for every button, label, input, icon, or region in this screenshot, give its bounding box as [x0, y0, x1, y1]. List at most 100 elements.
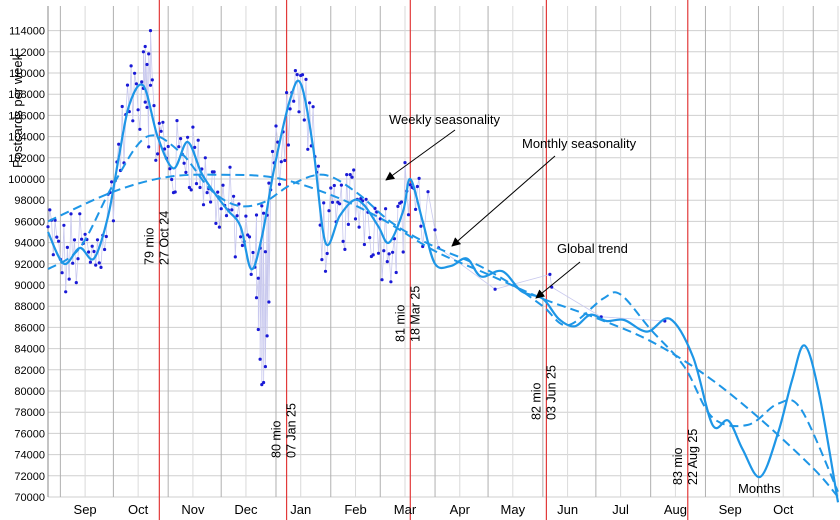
sample-point: [230, 208, 234, 212]
sample-point: [362, 242, 366, 247]
sample-point: [217, 225, 221, 229]
sample-point: [205, 191, 209, 195]
annotation-label: Monthly seasonality: [522, 136, 637, 151]
sample-point: [256, 276, 260, 280]
sample-point: [148, 29, 153, 33]
sample-point: [154, 158, 158, 162]
sample-point: [138, 127, 142, 131]
sample-point: [239, 235, 243, 239]
y-tick-label: 72000: [14, 471, 45, 483]
sample-point: [117, 142, 121, 146]
sample-point: [267, 181, 271, 185]
sample-point: [279, 160, 283, 164]
sample-point: [198, 185, 202, 190]
sample-point: [274, 124, 278, 128]
month-label: Sep: [719, 502, 742, 517]
sample-point: [286, 143, 290, 147]
sample-point: [166, 144, 170, 149]
annotation-arrow: [535, 261, 581, 299]
sample-point: [76, 257, 80, 261]
sample-point: [60, 271, 64, 275]
milestone-count-label: 79 mio: [142, 227, 156, 265]
sample-point: [332, 183, 336, 188]
y-tick-label: 114000: [9, 26, 45, 38]
sample-point: [125, 83, 130, 87]
sample-point: [150, 78, 154, 82]
sample-point: [323, 269, 328, 273]
sample-point: [339, 183, 343, 187]
fitted-curves: [47, 79, 840, 503]
sample-point: [145, 105, 149, 109]
sample-point: [74, 281, 78, 285]
sample-point: [111, 219, 115, 223]
sample-point: [352, 168, 356, 172]
milestone-date-label: 18 Mar 25: [408, 286, 422, 342]
sample-point: [548, 272, 552, 276]
y-tick-label: 84000: [14, 344, 45, 356]
month-label: Aug: [664, 502, 687, 517]
grid: [47, 6, 839, 498]
sample-point: [320, 258, 324, 262]
milestone-count-label: 82 mio: [529, 382, 543, 420]
month-label: Oct: [773, 502, 794, 517]
sample-point: [71, 261, 75, 265]
milestone-date-label: 07 Jan 25: [285, 403, 299, 458]
y-tick-label: 70000: [14, 492, 45, 504]
sample-point: [293, 69, 297, 73]
sample-point: [173, 190, 177, 194]
sample-point: [189, 188, 193, 192]
sample-point: [147, 145, 151, 149]
series-trend-curve: [47, 173, 839, 498]
sample-point: [260, 204, 264, 208]
y-tick-labels: 70000 72000 74000 76000 78000 80000 82000 84000…: [8, 26, 45, 504]
sample-point: [359, 197, 363, 201]
sample-point: [140, 80, 144, 84]
sample-point: [256, 327, 260, 332]
y-axis-label: Postcards per week: [10, 53, 25, 168]
sample-point: [260, 383, 264, 387]
sample-point: [129, 64, 133, 68]
milestone-count-label: 80 mio: [270, 420, 284, 458]
y-tick-label: 78000: [14, 407, 45, 419]
milestone-date-label: 22 Aug 25: [686, 429, 700, 485]
sample-point: [288, 107, 292, 111]
sample-point: [419, 224, 423, 228]
sample-point: [51, 253, 55, 257]
sample-point: [175, 119, 179, 123]
sample-point: [194, 182, 199, 186]
sample-point: [262, 380, 266, 385]
y-tick-label: 108000: [8, 89, 45, 101]
month-label: Oct: [128, 502, 149, 517]
y-tick-label: 80000: [14, 386, 45, 398]
annotation-label: Months: [738, 481, 781, 496]
sample-point: [48, 208, 52, 212]
sample-point: [385, 260, 389, 264]
sample-point: [163, 147, 167, 151]
observed-samples: [46, 29, 667, 387]
sample-point: [338, 202, 342, 206]
milestone-labels: 79 mio 27 Oct 24 80 mio 07 Jan 25 81 mio 18 M…: [142, 211, 699, 485]
sample-point: [376, 251, 381, 255]
sample-point: [214, 221, 218, 225]
annotation-label: Weekly seasonality: [389, 112, 501, 127]
month-label: Jun: [557, 502, 578, 517]
sample-point: [87, 250, 91, 254]
annotation-label: Global trend: [557, 241, 628, 256]
sample-point: [177, 145, 181, 149]
milestone-count-label: 81 mio: [393, 304, 407, 342]
sample-point: [325, 251, 329, 256]
sample-point: [285, 91, 289, 95]
sample-point: [46, 225, 50, 229]
sample-point: [62, 223, 66, 227]
sample-point: [346, 222, 350, 226]
sample-point: [55, 235, 59, 239]
sample-point: [343, 247, 347, 251]
sample-point: [88, 260, 92, 264]
sample-point: [417, 176, 421, 180]
y-tick-label: 106000: [8, 110, 45, 122]
sample-point: [403, 161, 407, 165]
sample-point: [145, 62, 149, 67]
sample-point: [224, 214, 229, 218]
sample-point: [330, 200, 335, 204]
